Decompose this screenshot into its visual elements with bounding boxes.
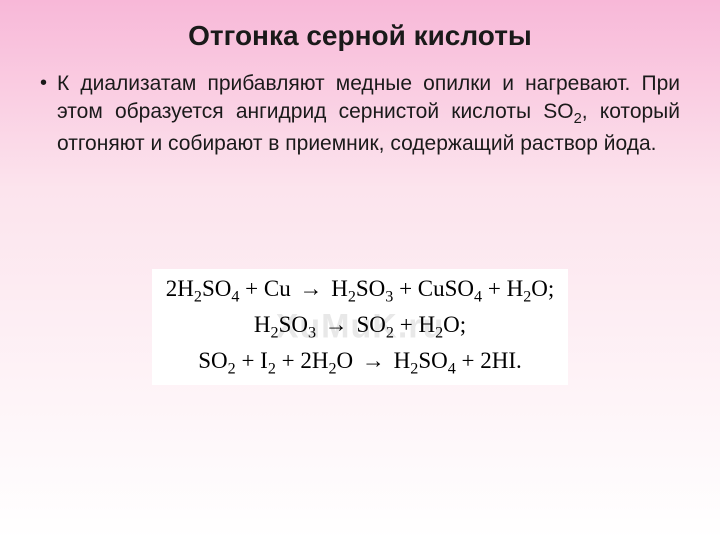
equation-3: SO2 + I2 + 2H2O → H2SO4 + 2HI. [166, 345, 554, 381]
slide-container: Отгонка серной кислоты • К диализатам пр… [0, 0, 720, 540]
equation-1: 2H2SO4 + Cu → H2SO3 + CuSO4 + H2O; [166, 273, 554, 309]
equation-2: H2SO3 → SO2 + H2O; [166, 309, 554, 345]
body-paragraph: К диализатам прибавляют медные опилки и … [57, 70, 680, 159]
body-text-block: • К диализатам прибавляют медные опилки … [40, 70, 680, 159]
equations-block: XuMuK.ru 2H2SO4 + Cu → H2SO3 + CuSO4 + H… [152, 269, 568, 385]
bullet-icon: • [40, 72, 47, 95]
slide-title: Отгонка серной кислоты [40, 20, 680, 52]
equations-wrapper: XuMuK.ru 2H2SO4 + Cu → H2SO3 + CuSO4 + H… [40, 269, 680, 385]
